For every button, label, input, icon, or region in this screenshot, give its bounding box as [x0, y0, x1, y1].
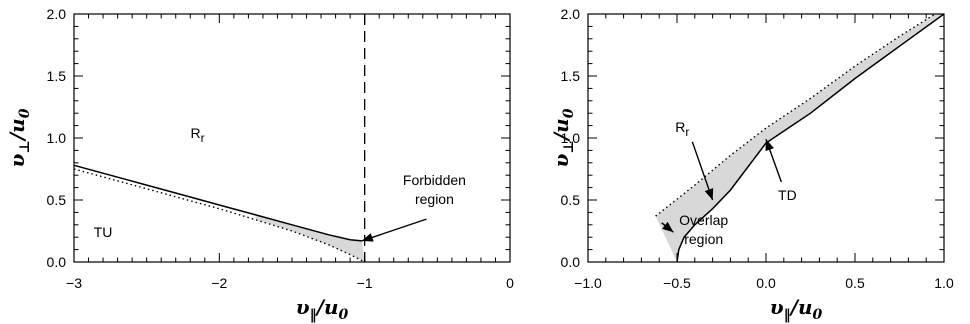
y-tick-label: 0.5: [47, 192, 67, 208]
annotation-2-arrow-shaft: [361, 218, 427, 242]
annotation-0-label: Rr: [675, 119, 689, 139]
y-tick-label: 0.5: [561, 192, 581, 208]
y-tick-label: 2.0: [47, 6, 67, 22]
x-tick-label: 0: [506, 275, 514, 291]
y-tick-label: 1.5: [47, 68, 67, 84]
solid-curve: [676, 13, 945, 263]
annotation-0-arrow-head: [704, 188, 714, 200]
shaded-region: [255, 214, 365, 262]
y-tick-label: 0.0: [561, 254, 581, 270]
annotation-1-label: TU: [94, 224, 113, 240]
y-tick-label: 1.0: [561, 130, 581, 146]
annotation-2-arrow-head: [361, 233, 374, 242]
x-tick-label: 0.0: [756, 275, 776, 291]
x-tick-label: −0.5: [663, 275, 691, 291]
annotation-2-line: region: [684, 231, 723, 247]
dotted-curve: [655, 13, 936, 217]
x-tick-label: −1.0: [574, 275, 602, 291]
annotation-2-arrow-head: [662, 221, 674, 233]
x-axis-label: υ‖/u0: [296, 295, 349, 323]
annotation-1-arrow-head: [765, 139, 774, 152]
annotation-2-line: region: [415, 191, 454, 207]
y-tick-label: 1.0: [47, 130, 67, 146]
x-tick-label: −1: [357, 275, 373, 291]
x-tick-label: −2: [211, 275, 227, 291]
annotation-2-line: Forbidden: [403, 172, 466, 188]
x-tick-label: −3: [66, 275, 82, 291]
right-panel: −1.0 −0.5 0.0 0.5 1.0 0.0 0.5 1.0 1.5 2.0 υ‖/u0 υ⊥/…: [549, 6, 954, 323]
x-tick-label: 1.0: [934, 275, 954, 291]
annotation-2-line: Overlap: [679, 212, 728, 228]
x-tick-label: 0.5: [845, 275, 865, 291]
dotted-curve: [73, 168, 366, 263]
y-axis-label: υ⊥/u0: [549, 108, 577, 167]
y-axis-label: υ⊥/u0: [5, 108, 33, 167]
annotation-1-label: TD: [778, 187, 797, 203]
y-tick-label: 1.5: [561, 68, 581, 84]
solid-curve: [73, 164, 362, 242]
y-tick-label: 0.0: [47, 254, 67, 270]
left-panel: −3 −2 −1 0 0.0 0.5 1.0 1.5 2.0 υ‖/u0 υ⊥/u0 Rr TU Forb…: [5, 6, 514, 323]
x-axis-label: υ‖/u0: [770, 295, 823, 323]
y-tick-label: 2.0: [561, 6, 581, 22]
annotation-0-label: Rr: [190, 125, 204, 145]
